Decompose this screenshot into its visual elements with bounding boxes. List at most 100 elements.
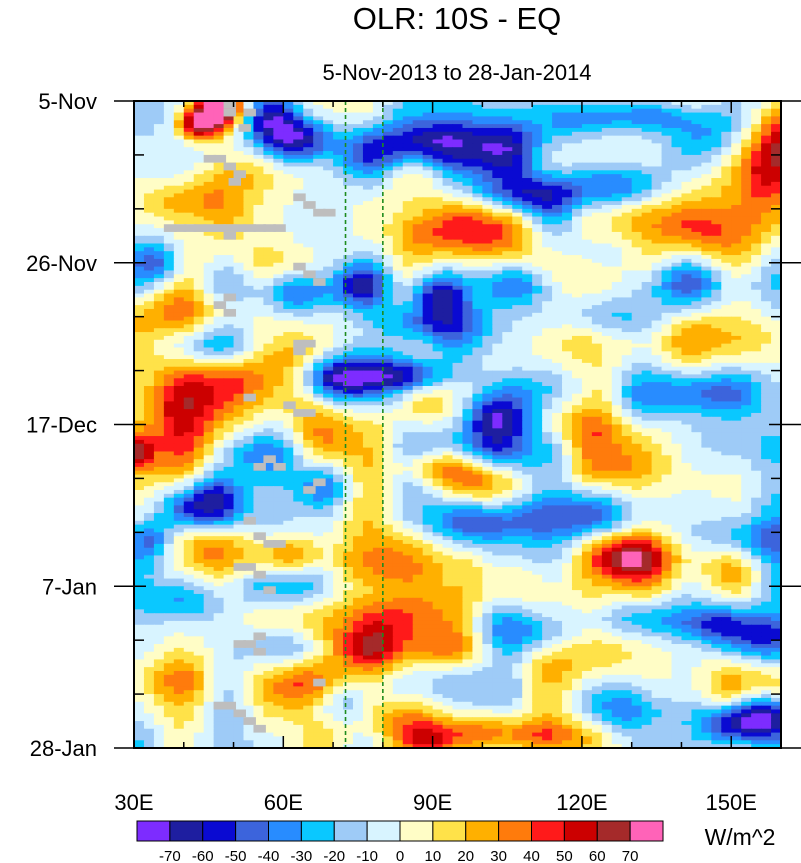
field-cell [134,135,145,141]
field-cell [661,389,673,395]
field-cell [243,324,255,329]
field-cell [532,104,543,110]
field-cell [711,374,722,379]
field-cell [323,301,334,306]
field-cell [542,297,553,302]
field-cell [352,108,364,114]
field-cell [611,308,623,314]
field-cell [313,162,324,168]
field-cell [163,262,175,268]
field-cell [532,197,543,202]
field-cell [372,220,384,225]
field-cell [571,370,583,376]
field-cell [283,328,294,333]
field-cell [562,274,573,279]
field-cell [452,158,464,164]
field-cell [661,220,673,225]
field-cell [571,366,583,372]
field-cell [651,162,663,168]
field-cell [193,220,205,225]
field-cell [552,374,563,379]
field-cell [691,116,702,121]
field-cell [482,197,493,202]
field-cell [532,312,543,318]
field-cell [591,266,603,272]
field-cell [691,216,702,221]
field-cell [303,212,314,218]
field-cell [432,339,444,345]
field-cell [333,262,344,268]
field-cell [293,228,304,233]
field-cell [203,378,215,383]
field-cell [333,204,344,210]
field-cell [323,162,334,168]
field-cell [372,170,384,175]
field-cell [392,127,404,133]
field-cell [352,154,364,160]
field-cell [691,185,702,191]
field-cell [173,270,185,275]
field-cell [522,385,533,391]
field-cell [432,112,444,117]
field-cell [163,382,175,387]
field-cell [452,274,464,279]
field-cell [741,112,752,117]
field-cell [233,216,245,221]
field-cell [243,282,255,287]
field-cell [173,385,185,391]
field-cell [313,251,324,256]
field-cell [163,127,175,133]
field-cell [293,382,304,387]
field-cell [522,185,533,191]
field-cell [601,147,613,152]
field-cell [512,162,523,168]
field-cell [402,178,414,183]
field-cell [571,335,583,341]
field-cell [571,108,583,114]
field-cell [581,355,593,360]
field-cell [731,282,742,287]
field-cell [333,370,344,376]
field-cell [203,332,215,337]
field-cell [273,247,284,252]
field-cell [671,101,683,106]
field-cell [303,101,314,106]
field-cell [452,282,464,287]
field-cell [233,189,245,195]
field-cell [243,147,255,152]
field-cell [562,305,573,310]
field-cell [402,143,414,148]
field-cell [621,131,633,137]
field-cell [492,181,503,187]
field-cell [422,251,434,256]
field-cell [502,220,513,225]
field-cell [203,120,215,125]
field-cell [333,104,344,110]
field-cell [771,278,782,283]
field-cell [263,316,274,322]
field-cell [751,189,762,195]
field-cell [701,147,712,152]
field-cell [631,370,643,376]
field-cell [542,366,553,372]
field-cell [562,355,573,360]
field-cell [771,193,782,198]
field-cell [532,282,543,287]
field-cell [333,228,344,233]
field-cell [512,312,523,318]
field-cell [532,343,543,349]
field-cell [591,289,603,295]
field-cell [591,274,603,279]
field-cell [661,231,673,237]
field-cell [153,208,165,214]
field-cell [591,359,603,364]
field-cell [392,224,404,229]
chart-title: OLR: 10S - EQ [353,1,561,36]
field-cell [562,251,573,256]
field-cell [392,262,404,268]
field-cell [522,382,533,387]
field-cell [591,201,603,206]
field-cell [153,312,165,318]
field-cell [303,151,314,156]
field-cell [323,285,334,291]
